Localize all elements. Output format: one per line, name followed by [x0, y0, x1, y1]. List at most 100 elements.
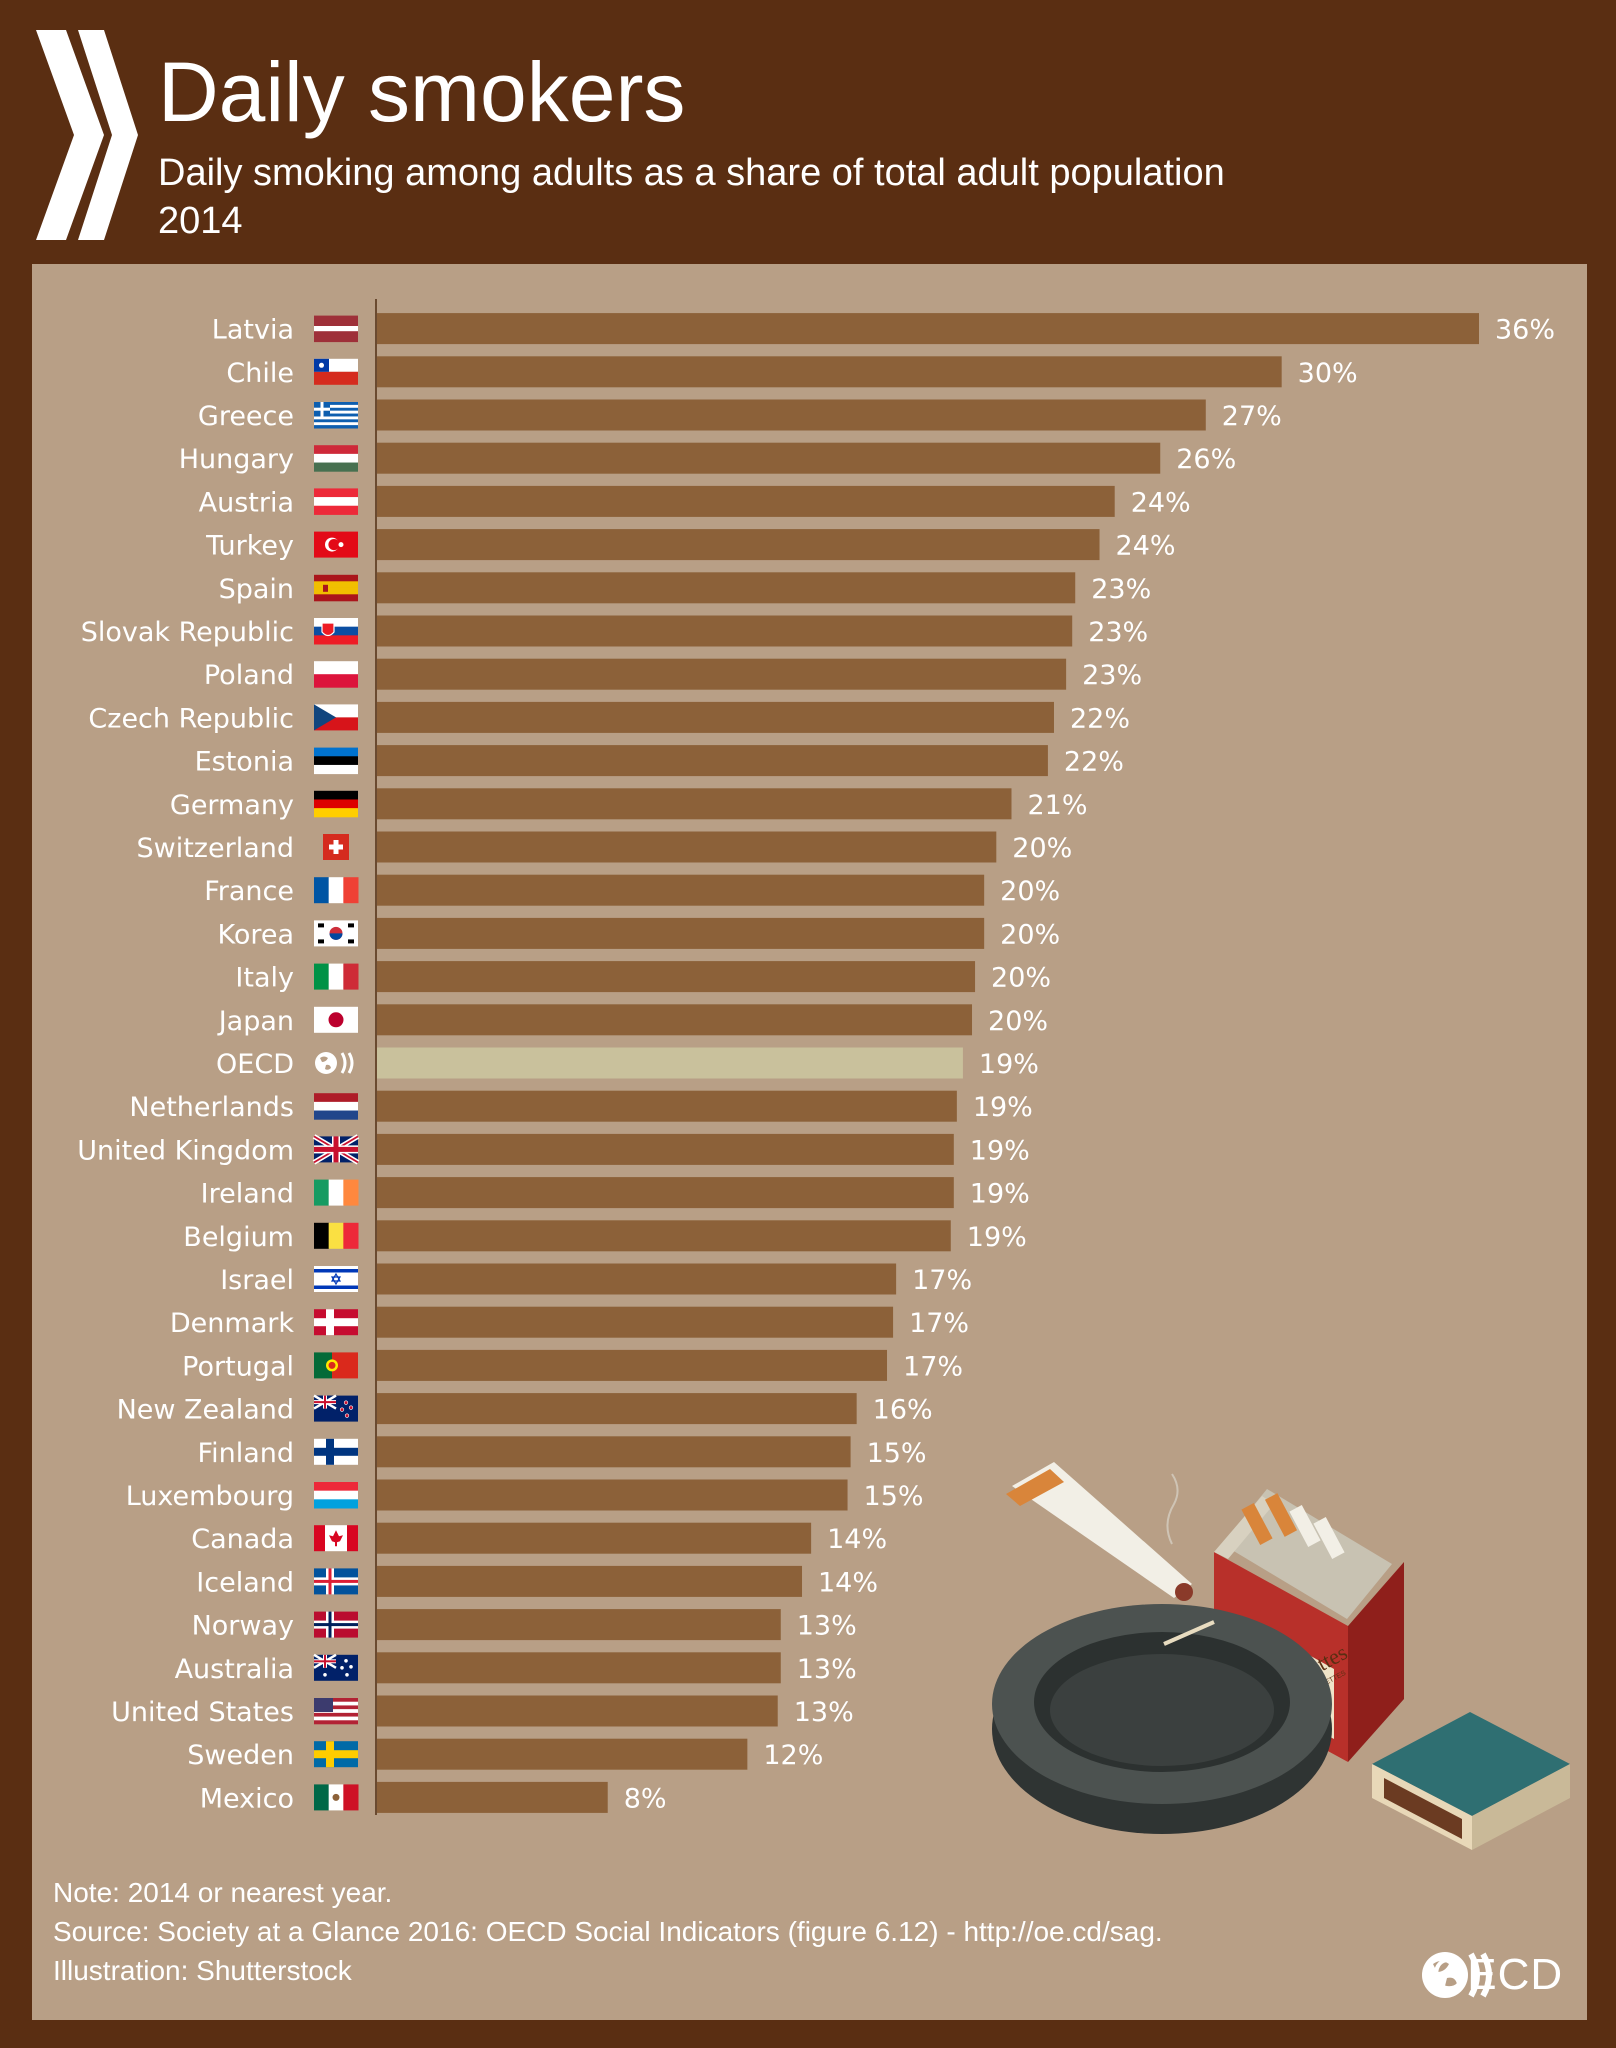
estonia-flag: [314, 747, 358, 775]
oecd-chevrons-icon: [36, 30, 138, 240]
switzerland-flag: [323, 834, 349, 860]
illustration-credit: Illustration: Shutterstock: [53, 1955, 352, 1986]
belgium-flag: [314, 1222, 359, 1249]
netherlands-flag: [314, 1093, 358, 1120]
value-label-australia: 13%: [797, 1654, 857, 1685]
category-label-luxembourg: Luxembourg: [126, 1481, 294, 1512]
new-zealand-flag: [313, 1394, 358, 1422]
value-label-new-zealand: 16%: [873, 1395, 933, 1426]
finland-flag: [314, 1438, 358, 1465]
value-label-finland: 15%: [867, 1438, 927, 1469]
category-label-hungary: Hungary: [179, 444, 294, 475]
bar-estonia: [377, 745, 1048, 777]
value-label-mexico: 8%: [624, 1783, 667, 1814]
hungary-flag: [314, 445, 358, 472]
italy-flag: [314, 963, 359, 990]
category-label-czech-republic: Czech Republic: [88, 703, 294, 734]
category-label-turkey: Turkey: [205, 531, 294, 562]
value-label-norway: 13%: [797, 1611, 857, 1642]
bar-spain: [377, 572, 1076, 604]
value-label-austria: 24%: [1131, 487, 1191, 518]
bar-belgium: [377, 1220, 951, 1252]
category-label-denmark: Denmark: [170, 1308, 294, 1339]
source-link[interactable]: Source: Society at a Glance 2016: OECD S…: [53, 1916, 1163, 1947]
bar-iceland: [377, 1565, 803, 1597]
bar-japan: [377, 1004, 973, 1036]
austria-flag: [314, 488, 358, 515]
category-label-estonia: Estonia: [195, 747, 294, 778]
category-label-chile: Chile: [226, 358, 294, 389]
germany-flag: [314, 790, 358, 818]
value-label-belgium: 19%: [967, 1222, 1027, 1253]
category-label-austria: Austria: [199, 487, 294, 518]
category-label-israel: Israel: [220, 1265, 294, 1296]
value-label-sweden: 12%: [763, 1740, 823, 1771]
value-label-turkey: 24%: [1116, 531, 1176, 562]
value-label-chile: 30%: [1298, 358, 1358, 389]
bar-new-zealand: [377, 1393, 857, 1425]
cigarette: [1006, 1462, 1193, 1601]
bar-turkey: [377, 529, 1100, 561]
category-label-japan: Japan: [217, 1006, 294, 1037]
bar-slovak-republic: [377, 615, 1073, 647]
bar-france: [377, 874, 985, 906]
mexico-flag: [314, 1784, 359, 1811]
value-label-italy: 20%: [991, 963, 1051, 994]
chart-subtitle: Daily smoking among adults as a share of…: [158, 152, 1225, 194]
category-label-korea: Korea: [217, 919, 294, 950]
bar-denmark: [377, 1306, 894, 1338]
value-label-iceland: 14%: [818, 1567, 878, 1598]
value-label-poland: 23%: [1082, 660, 1142, 691]
uk-flag: [312, 1134, 360, 1165]
greece-flag: [314, 402, 358, 429]
chile-flag: [314, 358, 358, 385]
category-label-iceland: Iceland: [196, 1567, 294, 1598]
category-label-new-zealand: New Zealand: [117, 1395, 294, 1426]
value-label-slovak-republic: 23%: [1088, 617, 1148, 648]
value-label-greece: 27%: [1222, 401, 1282, 432]
czech-flag: [314, 704, 358, 731]
category-label-france: France: [204, 876, 294, 907]
value-label-portugal: 17%: [903, 1351, 963, 1382]
ireland-flag: [314, 1179, 359, 1206]
bar-finland: [377, 1436, 851, 1468]
category-label-united-kingdom: United Kingdom: [77, 1135, 294, 1166]
bar-united-kingdom: [377, 1133, 954, 1165]
bar-netherlands: [377, 1090, 957, 1122]
category-label-netherlands: Netherlands: [129, 1092, 294, 1123]
category-label-australia: Australia: [175, 1654, 294, 1685]
category-label-united-states: United States: [111, 1697, 294, 1728]
slovakia-flag: [314, 618, 358, 645]
bar-luxembourg: [377, 1479, 848, 1511]
oecd-logo-text: OECD: [1432, 1950, 1564, 1999]
bar-oecd: [377, 1047, 963, 1079]
value-label-canada: 14%: [827, 1524, 887, 1555]
bar-greece: [377, 399, 1206, 431]
value-label-denmark: 17%: [909, 1308, 969, 1339]
bar-switzerland: [377, 831, 997, 863]
bar-czech-republic: [377, 701, 1054, 733]
luxembourg-flag: [314, 1482, 358, 1509]
value-label-france: 20%: [1000, 876, 1060, 907]
bar-hungary: [377, 442, 1161, 474]
portugal-flag: [314, 1352, 358, 1379]
bar-norway: [377, 1609, 781, 1641]
category-label-belgium: Belgium: [183, 1222, 294, 1253]
value-label-hungary: 26%: [1176, 444, 1236, 475]
category-label-spain: Spain: [219, 574, 294, 605]
category-label-oecd: OECD: [216, 1049, 294, 1080]
category-label-latvia: Latvia: [212, 315, 294, 346]
norway-flag: [314, 1611, 358, 1638]
bar-italy: [377, 961, 976, 993]
category-label-germany: Germany: [170, 790, 294, 821]
bar-chart: Latvia 36% Chile 30% Greece 27% Hungary 26% Aust…: [77, 299, 1555, 1815]
value-label-germany: 21%: [1027, 790, 1087, 821]
category-label-portugal: Portugal: [182, 1351, 294, 1382]
value-label-czech-republic: 22%: [1070, 703, 1130, 734]
category-label-canada: Canada: [191, 1524, 294, 1555]
oecd-globe-icon: [315, 1052, 354, 1074]
bar-israel: [377, 1263, 897, 1295]
category-label-sweden: Sweden: [187, 1740, 294, 1771]
category-label-mexico: Mexico: [200, 1783, 294, 1814]
australia-flag: [313, 1653, 358, 1681]
